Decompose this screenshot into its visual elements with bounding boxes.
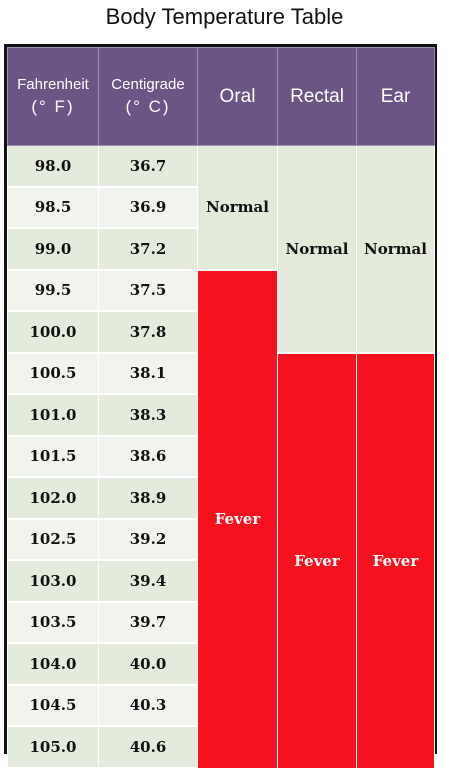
fahrenheit-cell: 101.0 xyxy=(7,394,99,437)
table-row: 103.5 39.7 xyxy=(7,601,435,644)
centigrade-cell: 40.0 xyxy=(98,643,198,686)
temperature-table: Fahrenheit (° F) Centigrade (° C) Oral R… xyxy=(7,47,435,769)
table-row: 98.0 36.7 Normal Normal Normal xyxy=(7,145,435,354)
centigrade-cell: 36.9 xyxy=(98,186,198,229)
centigrade-cell: 39.4 xyxy=(98,560,198,603)
table-row: 104.0 40.0 xyxy=(7,643,435,686)
fahrenheit-cell: 100.0 xyxy=(7,311,99,354)
fahrenheit-cell: 103.0 xyxy=(7,560,99,603)
fahrenheit-cell: 103.5 xyxy=(7,601,99,644)
rectal-normal-cell: Normal xyxy=(277,145,357,354)
centigrade-cell: 37.2 xyxy=(98,228,198,271)
header-centigrade-label: Centigrade xyxy=(111,76,185,93)
oral-normal-cell: Normal xyxy=(197,145,278,271)
table-row: 101.5 38.6 xyxy=(7,435,435,478)
fahrenheit-cell: 100.5 xyxy=(7,352,99,395)
centigrade-cell: 38.6 xyxy=(98,435,198,478)
centigrade-cell: 38.3 xyxy=(98,394,198,437)
centigrade-cell: 39.2 xyxy=(98,518,198,561)
header-rectal: Rectal xyxy=(277,47,357,146)
centigrade-cell: 38.1 xyxy=(98,352,198,395)
table-row: 100.5 38.1 Fever Fever xyxy=(7,352,435,768)
centigrade-cell: 37.5 xyxy=(98,269,198,312)
table-row: 105.0 40.6 xyxy=(7,726,435,769)
table-row: 103.0 39.4 xyxy=(7,560,435,603)
header-row: Fahrenheit (° F) Centigrade (° C) Oral R… xyxy=(7,47,435,146)
centigrade-cell: 39.7 xyxy=(98,601,198,644)
centigrade-cell: 40.6 xyxy=(98,726,198,769)
table-row: 99.0 37.2 xyxy=(7,228,435,271)
table-row: 100.0 37.8 xyxy=(7,311,435,354)
fahrenheit-cell: 99.0 xyxy=(7,228,99,271)
header-oral: Oral xyxy=(197,47,278,146)
header-fahrenheit: Fahrenheit (° F) xyxy=(7,47,99,146)
oral-fever-cell: Fever xyxy=(197,269,278,768)
ear-fever-cell: Fever xyxy=(356,352,435,768)
table-row: 102.5 39.2 xyxy=(7,518,435,561)
fahrenheit-cell: 102.0 xyxy=(7,477,99,520)
rectal-fever-cell: Fever xyxy=(277,352,357,768)
fahrenheit-cell: 104.0 xyxy=(7,643,99,686)
centigrade-cell: 40.3 xyxy=(98,684,198,727)
fahrenheit-cell: 102.5 xyxy=(7,518,99,561)
header-centigrade-unit: (° C) xyxy=(125,97,171,116)
centigrade-cell: 36.7 xyxy=(98,145,198,188)
centigrade-cell: 37.8 xyxy=(98,311,198,354)
ear-normal-cell: Normal xyxy=(356,145,435,354)
fahrenheit-cell: 105.0 xyxy=(7,726,99,769)
table-row: 101.0 38.3 xyxy=(7,394,435,437)
table-row: 99.5 37.5 Fever xyxy=(7,269,435,768)
table-row: 98.5 36.9 xyxy=(7,186,435,229)
header-ear: Ear xyxy=(356,47,435,146)
header-fahrenheit-label: Fahrenheit xyxy=(17,76,89,93)
fahrenheit-cell: 99.5 xyxy=(7,269,99,312)
header-centigrade: Centigrade (° C) xyxy=(98,47,198,146)
fahrenheit-cell: 98.0 xyxy=(7,145,99,188)
table-row: 104.5 40.3 xyxy=(7,684,435,727)
fahrenheit-cell: 104.5 xyxy=(7,684,99,727)
table-title: Body Temperature Table xyxy=(105,4,344,29)
centigrade-cell: 38.9 xyxy=(98,477,198,520)
fahrenheit-cell: 98.5 xyxy=(7,186,99,229)
table-row: 102.0 38.9 xyxy=(7,477,435,520)
fahrenheit-cell: 101.5 xyxy=(7,435,99,478)
header-fahrenheit-unit: (° F) xyxy=(31,97,75,116)
